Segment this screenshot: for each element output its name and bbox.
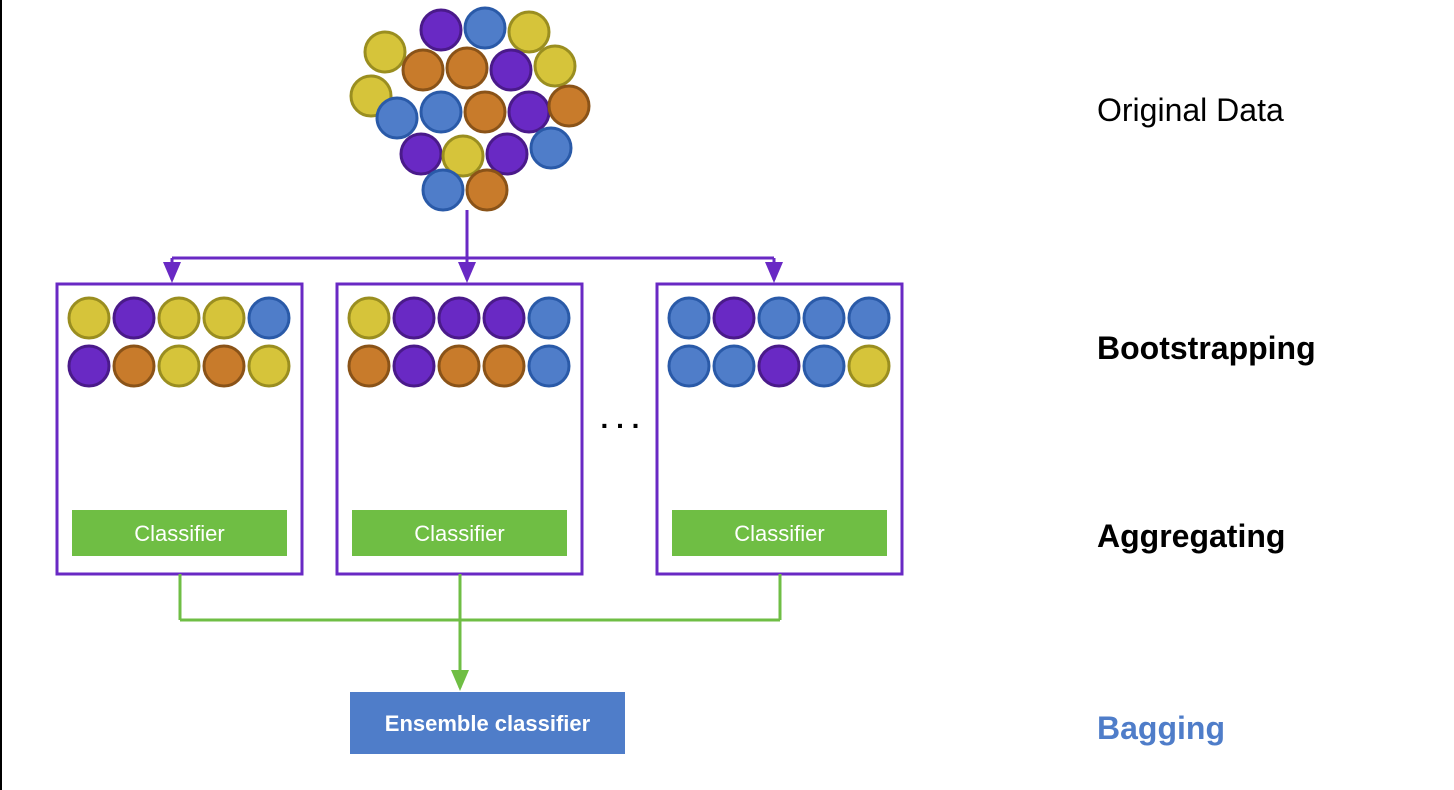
data-circle: [467, 170, 507, 210]
classifier-label: Classifier: [734, 521, 824, 546]
data-circle: [403, 50, 443, 90]
data-circle: [531, 128, 571, 168]
sample-circle: [439, 346, 479, 386]
label-bootstrapping: Bootstrapping: [1097, 330, 1316, 367]
data-circle: [377, 98, 417, 138]
sample-circle: [159, 298, 199, 338]
sample-circle: [349, 346, 389, 386]
sample-circle: [349, 298, 389, 338]
classifier-label: Classifier: [414, 521, 504, 546]
sample-circle: [204, 346, 244, 386]
label-aggregating: Aggregating: [1097, 518, 1285, 555]
data-circle: [487, 134, 527, 174]
label-bagging: Bagging: [1097, 710, 1225, 747]
sample-circle: [804, 346, 844, 386]
data-circle: [465, 92, 505, 132]
data-circle: [491, 50, 531, 90]
classifier-label: Classifier: [134, 521, 224, 546]
sample-circle: [249, 346, 289, 386]
sample-circle: [249, 298, 289, 338]
sample-circle: [159, 346, 199, 386]
sample-circle: [669, 346, 709, 386]
sample-circle: [69, 298, 109, 338]
data-circle: [509, 92, 549, 132]
sample-circle: [439, 298, 479, 338]
sample-circle: [114, 346, 154, 386]
data-circle: [535, 46, 575, 86]
sample-circle: [394, 298, 434, 338]
data-circle: [509, 12, 549, 52]
sample-circle: [804, 298, 844, 338]
data-circle: [365, 32, 405, 72]
sample-circle: [529, 298, 569, 338]
sample-circle: [714, 298, 754, 338]
sample-circle: [204, 298, 244, 338]
sample-circle: [484, 346, 524, 386]
sample-circle: [849, 346, 889, 386]
data-circle: [447, 48, 487, 88]
sample-circle: [759, 298, 799, 338]
sample-circle: [759, 346, 799, 386]
data-circle: [423, 170, 463, 210]
sample-circle: [394, 346, 434, 386]
sample-circle: [849, 298, 889, 338]
sample-circle: [669, 298, 709, 338]
data-circle: [421, 92, 461, 132]
sample-circle: [484, 298, 524, 338]
data-circle: [465, 8, 505, 48]
sample-circle: [114, 298, 154, 338]
sample-circle: [529, 346, 569, 386]
sample-circle: [69, 346, 109, 386]
sample-circle: [714, 346, 754, 386]
ensemble-label: Ensemble classifier: [385, 711, 591, 736]
data-circle: [421, 10, 461, 50]
data-circle: [549, 86, 589, 126]
label-original-data: Original Data: [1097, 92, 1284, 129]
ellipsis: . . .: [601, 403, 640, 434]
data-circle: [401, 134, 441, 174]
